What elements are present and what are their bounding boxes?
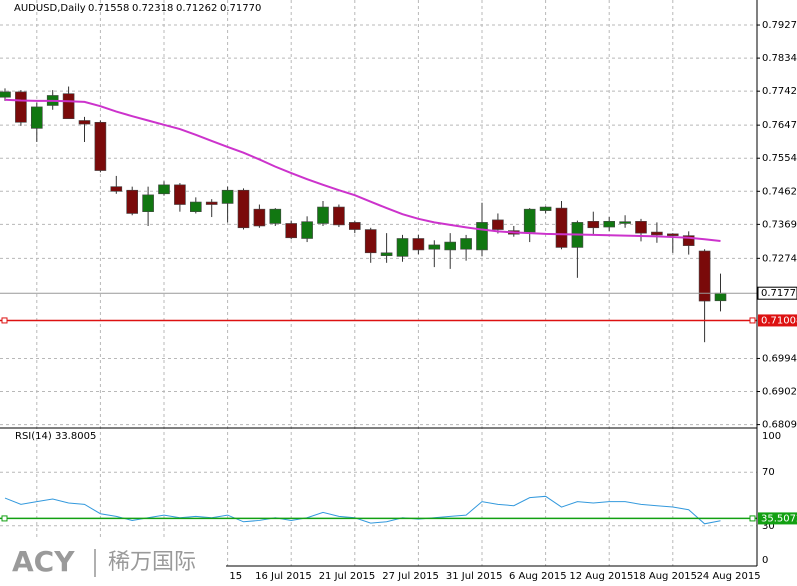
candle-body bbox=[555, 207, 568, 248]
candle-body bbox=[301, 221, 313, 239]
level-box bbox=[758, 314, 797, 327]
candle-body bbox=[492, 219, 504, 230]
header-ohlc: 0.71770 bbox=[220, 3, 261, 14]
y-tick-label: 0.68095 bbox=[762, 420, 797, 431]
candle-body bbox=[666, 233, 679, 236]
level-handle bbox=[749, 317, 756, 324]
candle-body bbox=[62, 93, 75, 120]
candle-body bbox=[94, 121, 107, 171]
x-tick-label: 21 Jul 2015 bbox=[319, 571, 376, 582]
candle-body bbox=[412, 238, 425, 251]
x-tick-label: 31 Jul 2015 bbox=[446, 571, 503, 582]
candle-body bbox=[0, 91, 11, 98]
chart-title: AUDUSD,Daily bbox=[14, 3, 86, 14]
logo-background bbox=[0, 540, 226, 586]
x-tick-label: 18 Aug 2015 bbox=[633, 571, 697, 582]
candle-body bbox=[253, 208, 266, 227]
indicator-title: RSI(14) 33.8005 bbox=[15, 431, 96, 442]
x-tick-label: 24 Aug 2015 bbox=[697, 571, 761, 582]
header-ohlc: 0.71262 bbox=[176, 3, 217, 14]
y-tick-label: 0.75545 bbox=[762, 153, 797, 164]
level-label: 0.71008 bbox=[761, 315, 797, 326]
candle-body bbox=[142, 194, 154, 212]
candle-body bbox=[587, 221, 600, 229]
candle-body bbox=[364, 229, 377, 254]
candle-body bbox=[333, 206, 345, 226]
candle-body bbox=[380, 252, 393, 256]
candle-body bbox=[30, 106, 43, 129]
x-tick-label: 12 Aug 2015 bbox=[569, 571, 633, 582]
level-label: 35.5072 bbox=[761, 513, 797, 524]
candle-body bbox=[158, 184, 170, 195]
grid-layer bbox=[0, 0, 760, 566]
candle-body bbox=[110, 186, 123, 192]
candle-body bbox=[682, 235, 695, 246]
current-price-box bbox=[757, 286, 797, 300]
candle-body bbox=[317, 206, 329, 224]
candle-body bbox=[237, 189, 250, 229]
candle-body bbox=[698, 250, 711, 302]
candle-body bbox=[444, 241, 457, 251]
candle-body bbox=[539, 206, 552, 211]
candle-body bbox=[15, 91, 27, 123]
level-handle bbox=[1, 515, 8, 522]
candle-body bbox=[285, 223, 298, 239]
candle-body bbox=[523, 208, 536, 233]
x-tick-label: 27 Jul 2015 bbox=[382, 571, 439, 582]
logo-name: 稀万国际 bbox=[108, 550, 196, 575]
rsi-tick-label: 0 bbox=[762, 555, 768, 566]
x-tick-label: 16 Jul 2015 bbox=[255, 571, 312, 582]
candle-body bbox=[603, 221, 616, 228]
rsi-tick-label: 70 bbox=[762, 467, 775, 478]
level-handle bbox=[1, 317, 8, 324]
x-tick-label: 6 Aug 2015 bbox=[509, 571, 567, 582]
candle-body bbox=[460, 238, 472, 250]
candle-body bbox=[174, 184, 186, 205]
y-tick-label: 0.69945 bbox=[762, 353, 797, 364]
candle-body bbox=[635, 221, 647, 234]
y-tick-label: 0.78345 bbox=[762, 53, 797, 64]
moving-average bbox=[4, 98, 721, 242]
candle-body bbox=[396, 238, 409, 257]
level-box bbox=[758, 512, 797, 525]
header-ohlc: 0.72318 bbox=[132, 3, 173, 14]
marks-layer bbox=[0, 86, 757, 525]
x-tick-label: 15 bbox=[229, 571, 242, 582]
logo-brand: ACY bbox=[12, 545, 75, 578]
level-handle bbox=[749, 515, 756, 522]
candle-body bbox=[428, 244, 441, 250]
candle-body bbox=[348, 222, 361, 230]
candle-body bbox=[269, 208, 282, 224]
candle-body bbox=[78, 120, 91, 125]
y-tick-label: 0.73695 bbox=[762, 219, 797, 230]
candle-body bbox=[205, 201, 218, 205]
rsi-tick-label: 30 bbox=[762, 521, 775, 532]
header-ohlc: 0.71558 bbox=[88, 3, 129, 14]
candle-body bbox=[190, 201, 202, 212]
candle-body bbox=[476, 222, 488, 251]
rsi-tick-label: 100 bbox=[762, 431, 781, 442]
candle-body bbox=[221, 189, 234, 204]
candle-body bbox=[126, 189, 138, 214]
candle-body bbox=[651, 231, 663, 236]
candle-body bbox=[619, 221, 631, 224]
candle-body bbox=[714, 292, 727, 302]
current-price-label: 0.71770 bbox=[761, 288, 797, 299]
y-tick-label: 0.72745 bbox=[762, 253, 797, 264]
